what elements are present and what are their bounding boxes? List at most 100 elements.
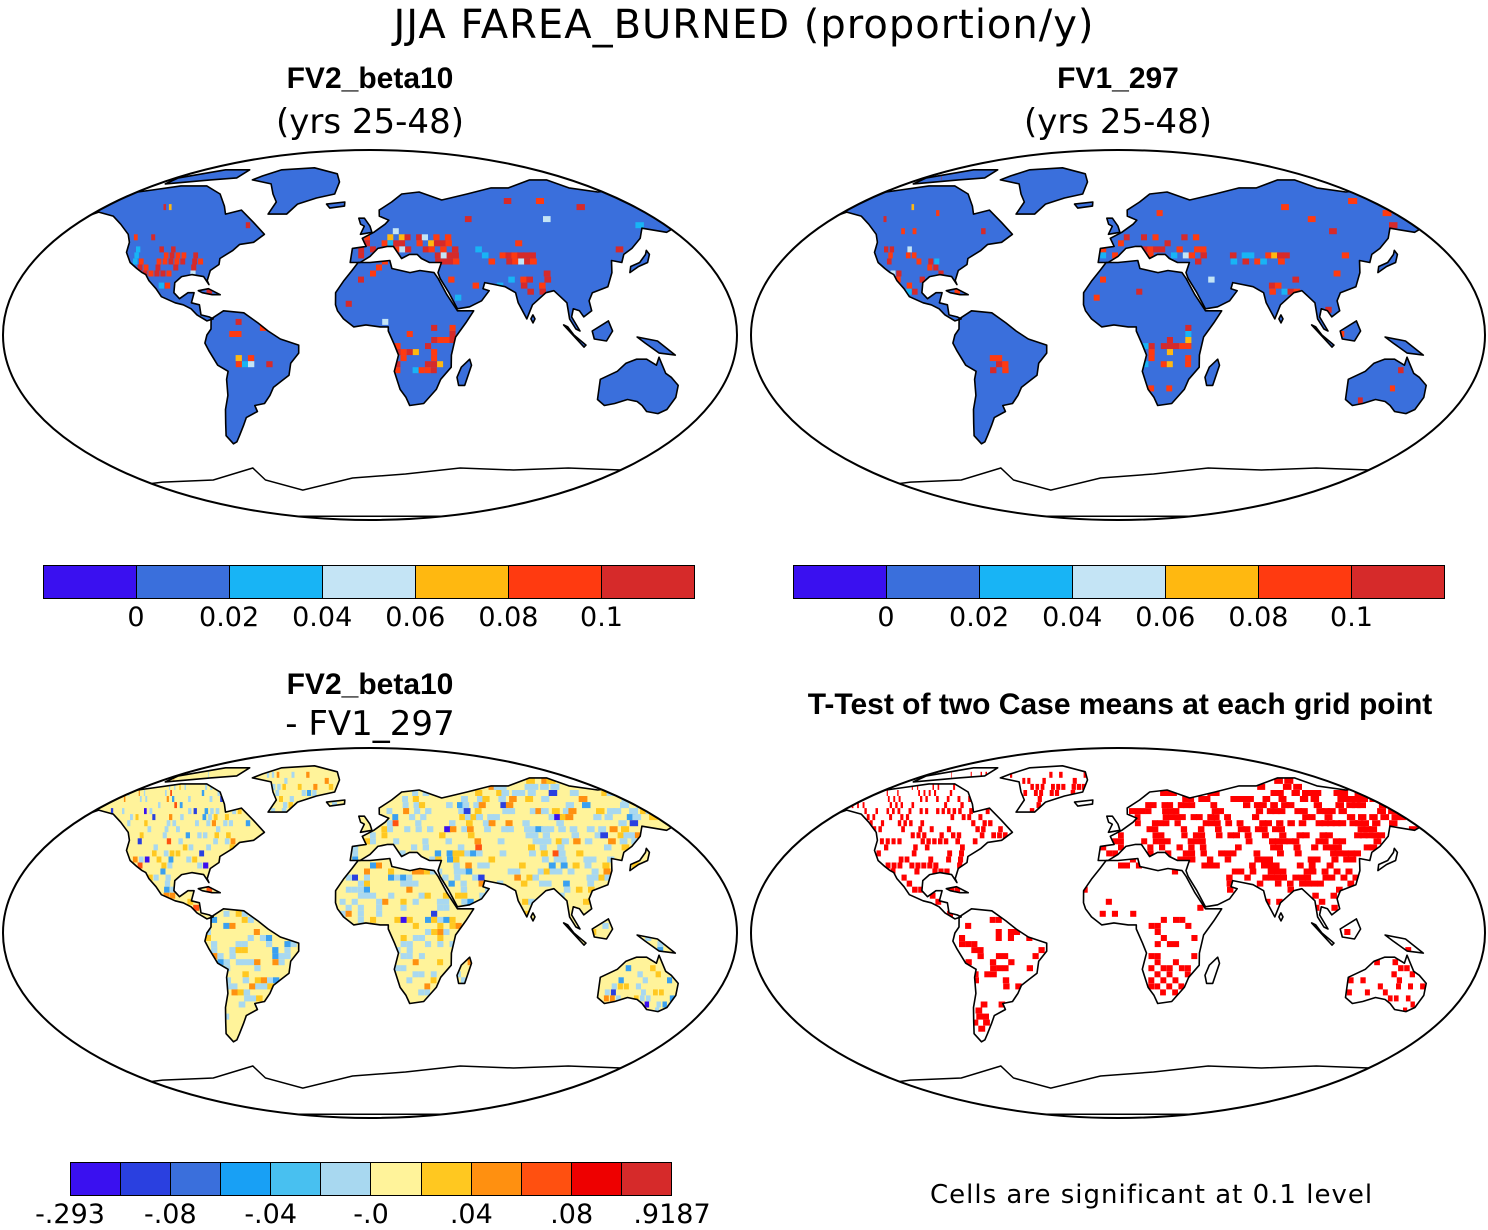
- grid-cell: [1395, 802, 1404, 808]
- grid-cell: [71, 802, 72, 808]
- grid-cell: [1341, 875, 1348, 881]
- grid-cell: [1279, 796, 1287, 802]
- grid-cell: [122, 808, 124, 814]
- grid-cell: [977, 947, 983, 953]
- grid-cell: [211, 947, 217, 953]
- grid-cell: [312, 790, 316, 796]
- grid-cell: [1094, 295, 1100, 301]
- grid-cell: [198, 259, 203, 265]
- grid-cell: [425, 361, 431, 367]
- grid-cell: [413, 959, 419, 965]
- grid-cell: [193, 252, 198, 258]
- grid-cell: [250, 995, 257, 1001]
- grid-cell: [1412, 790, 1423, 796]
- grid-cell: [144, 790, 145, 796]
- grid-cell: [958, 796, 961, 802]
- grid-cell: [86, 796, 87, 802]
- grid-cell: [229, 820, 233, 826]
- grid-cell: [176, 850, 181, 856]
- grid-cell: [465, 216, 472, 222]
- grid-cell: [225, 814, 229, 820]
- grid-cell: [835, 802, 837, 808]
- grid-cell: [213, 838, 218, 844]
- grid-cell: [577, 204, 585, 210]
- grid-cell: [134, 252, 139, 258]
- grid-cell: [932, 838, 936, 844]
- grid-cell: [180, 802, 183, 808]
- grid-cell: [428, 240, 434, 246]
- grid-cell: [212, 820, 216, 826]
- grid-cell: [1300, 796, 1308, 802]
- grid-cell: [208, 814, 212, 820]
- grid-cell: [477, 863, 484, 869]
- grid-cell: [530, 259, 537, 265]
- grid-cell: [346, 911, 352, 917]
- grid-cell: [458, 844, 465, 850]
- grid-cell: [407, 349, 413, 355]
- grid-cell: [419, 971, 425, 977]
- grid-cell: [1199, 832, 1206, 838]
- grid-cell: [1147, 826, 1153, 832]
- grid-cell: [1393, 959, 1399, 965]
- grid-cell: [646, 995, 651, 1001]
- grid-cell: [511, 252, 518, 258]
- grid-cell: [169, 857, 174, 863]
- grid-cell: [381, 826, 387, 832]
- grid-cell: [170, 850, 175, 856]
- grid-cell: [610, 995, 615, 1001]
- grid-cell: [1262, 875, 1269, 881]
- grid-cell: [1408, 216, 1417, 222]
- grid-cell: [955, 838, 960, 844]
- grid-cell: [576, 850, 583, 856]
- grid-cell: [260, 935, 266, 941]
- grid-cell: [1233, 832, 1240, 838]
- grid-cell: [134, 234, 138, 240]
- grid-cell: [277, 784, 280, 790]
- grid-cell: [1166, 983, 1172, 989]
- grid-cell: [554, 857, 561, 863]
- colorbar-tick-label: 0: [127, 602, 144, 633]
- grid-cell: [898, 808, 901, 814]
- grid-cell: [996, 929, 1002, 935]
- grid-cell: [947, 850, 952, 856]
- grid-cell: [272, 959, 278, 965]
- grid-cell: [217, 953, 223, 959]
- grid-cell: [608, 838, 616, 844]
- colorbar-tick-label: 0.04: [292, 602, 352, 633]
- grid-cell: [188, 796, 191, 802]
- grid-cell: [1369, 826, 1377, 832]
- grid-cell: [470, 850, 477, 856]
- grid-cell: [1195, 259, 1201, 265]
- grid-cell: [901, 802, 903, 808]
- grid-cell: [707, 416, 711, 422]
- grid-cell: [203, 832, 207, 838]
- grid-cell: [164, 252, 169, 258]
- grid-cell: [1317, 881, 1324, 887]
- grid-cell: [1254, 857, 1261, 863]
- grid-cell: [1056, 784, 1060, 790]
- grid-cell: [1386, 790, 1396, 796]
- grid-cell: [1036, 784, 1040, 790]
- grid-cell: [585, 863, 592, 869]
- grid-cell: [249, 983, 255, 989]
- grid-cell: [1276, 790, 1284, 796]
- grid-cell: [913, 844, 918, 850]
- grid-cell: [242, 959, 248, 965]
- grid-cell: [851, 796, 852, 802]
- grid-cell: [236, 355, 242, 361]
- grid-cell: [164, 887, 170, 893]
- grid-cell: [1280, 869, 1287, 875]
- grid-cell: [413, 367, 419, 373]
- grid-cell: [544, 271, 551, 277]
- grid-cell: [517, 252, 524, 258]
- grid-cell: [167, 796, 169, 802]
- grid-cell: [443, 899, 449, 905]
- grid-cell: [254, 965, 260, 971]
- grid-cell: [1201, 850, 1207, 856]
- grid-cell: [1292, 277, 1299, 283]
- grid-cell: [629, 808, 638, 814]
- grid-cell: [1191, 935, 1197, 941]
- grid-cell: [235, 331, 241, 337]
- grid-cell: [630, 820, 638, 826]
- grid-cell: [864, 808, 866, 814]
